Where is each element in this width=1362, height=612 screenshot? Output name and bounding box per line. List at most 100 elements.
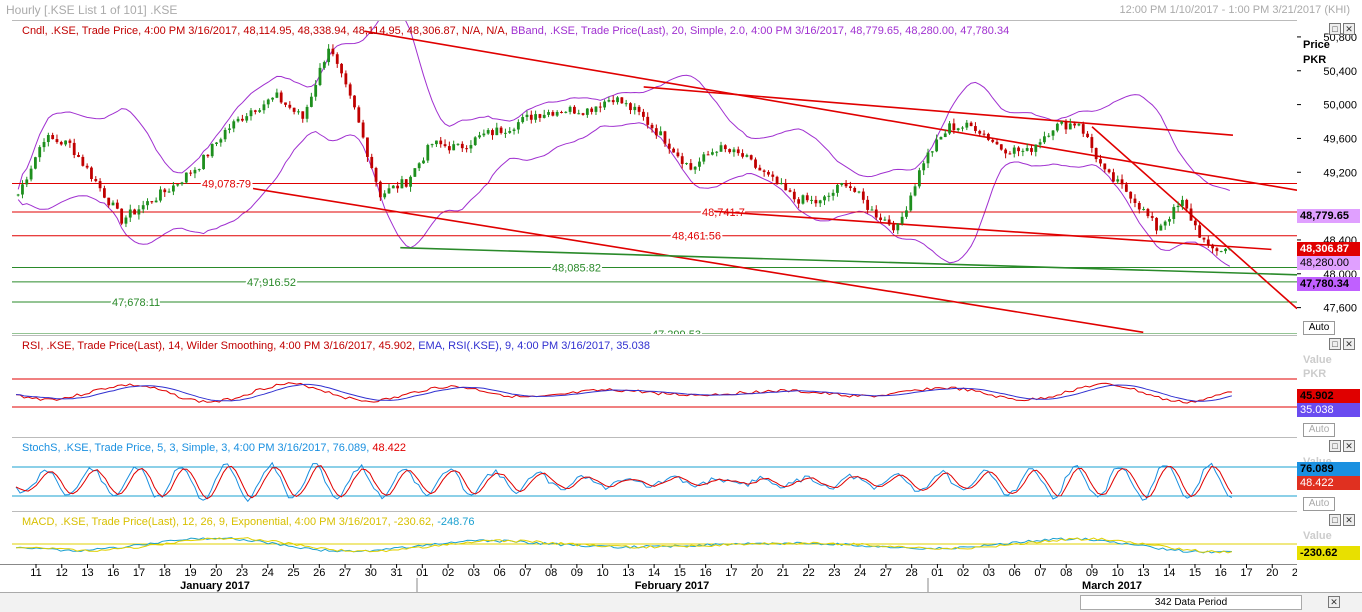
macd-close-button[interactable]: ✕ (1343, 514, 1355, 526)
candle-body (788, 190, 792, 192)
candle (340, 63, 343, 78)
candle-body (1034, 144, 1038, 152)
candle (370, 153, 374, 170)
candle (848, 181, 852, 191)
candle (1112, 168, 1115, 183)
candle-body (309, 96, 313, 107)
candle-body (1077, 124, 1081, 126)
trend-line-4 (1091, 126, 1297, 310)
rsi-close-button[interactable]: ✕ (1343, 338, 1355, 350)
bband-lower-tag: 47,780.34 (1297, 277, 1360, 291)
stoch-k-line (15, 461, 1233, 503)
month-label: February 2017 (635, 580, 710, 592)
candle-body (1163, 221, 1167, 226)
candle (193, 167, 197, 179)
candle (961, 126, 964, 132)
candle (754, 157, 757, 170)
price-auto-button[interactable]: Auto (1303, 321, 1335, 335)
candle (607, 96, 611, 103)
candle-body (102, 188, 106, 198)
time-axis[interactable]: 11 12 13 16 17 18 19 20 23 24 25 26 27 30 31 01 02 03 06 07… (0, 564, 1297, 592)
stoch-panel[interactable]: StochS, .KSE, Trade Price, 5, 3, Simple,… (12, 437, 1297, 510)
price-plot[interactable]: 49,078.79 48,741.7 48,461.56 48,085.82 47,91… (12, 21, 1297, 334)
candle (581, 112, 585, 116)
stoch-close-button[interactable]: ✕ (1343, 440, 1355, 452)
price-panel[interactable]: 49,078.79 48,741.7 48,461.56 48,085.82 47,91… (12, 20, 1297, 334)
candle-body (435, 140, 438, 145)
rsi-ema-line (15, 383, 1233, 402)
candle (1012, 145, 1016, 158)
candle-body (607, 100, 611, 102)
rsi-minimize-button[interactable]: □ (1329, 338, 1341, 350)
candle-body (1146, 209, 1150, 217)
candle (1107, 168, 1111, 174)
candle-body (189, 172, 193, 174)
candle (1202, 237, 1206, 243)
candle-body (374, 168, 378, 182)
candle-body (905, 210, 908, 217)
macd-panel[interactable]: MACD, .KSE, Trade Price(Last), 12, 26, 9… (12, 511, 1297, 565)
candle (1189, 203, 1193, 221)
candle-body (275, 92, 279, 98)
candle-body (952, 123, 956, 131)
day-tick-label: 25 (287, 567, 299, 579)
candle (779, 178, 783, 185)
macd-signal-line (16, 537, 1233, 554)
candle (840, 182, 844, 187)
candle (646, 112, 650, 129)
day-tick-label: 09 (571, 567, 583, 579)
rsi-panel[interactable]: RSI, .KSE, Trade Price(Last), 14, Wilder… (12, 335, 1297, 436)
data-period-indicator[interactable]: 342 Data Period (1080, 595, 1302, 610)
candle (1051, 130, 1055, 141)
day-tick-label: 27 (339, 567, 351, 579)
date-range: 12:00 PM 1/10/2017 - 1:00 PM 3/21/2017 (… (1119, 4, 1350, 16)
macd-minimize-button[interactable]: □ (1329, 514, 1341, 526)
candle (322, 60, 326, 70)
candle (659, 126, 663, 136)
trend-line-5 (400, 246, 1297, 276)
candle (909, 192, 913, 212)
candle-body (266, 99, 270, 105)
close-panel-button[interactable]: ✕ (1343, 23, 1355, 35)
rsi-auto-button[interactable]: Auto (1303, 423, 1335, 437)
candle (952, 118, 956, 134)
candle (486, 128, 490, 135)
rsi-plot[interactable] (12, 336, 1297, 436)
stoch-plot[interactable] (12, 438, 1297, 510)
trend-line-0 (364, 30, 1297, 191)
candle-body (974, 126, 977, 131)
candle (1133, 194, 1137, 208)
candle (1159, 223, 1163, 231)
candle (383, 190, 387, 200)
candle (1163, 220, 1167, 230)
candle-body (1137, 202, 1141, 210)
stoch-auto-button[interactable]: Auto (1303, 497, 1335, 511)
candle (478, 131, 481, 139)
candle (154, 197, 158, 203)
status-close-button[interactable]: ✕ (1328, 596, 1340, 608)
candle-body (762, 170, 766, 172)
candle (422, 157, 425, 164)
candle-body (46, 135, 50, 143)
candle-body (818, 200, 822, 204)
macd-plot[interactable] (12, 512, 1297, 565)
candle (163, 187, 167, 197)
candle-body (297, 111, 300, 113)
candle (978, 129, 982, 137)
candle-body (314, 85, 318, 97)
candle-body (504, 132, 507, 134)
price-tick-label: 50,000 (1323, 100, 1357, 112)
stoch-minimize-button[interactable]: □ (1329, 440, 1341, 452)
candle-body (710, 152, 714, 155)
candle-body (1068, 123, 1072, 130)
candle (1168, 216, 1171, 226)
candle-body (240, 118, 244, 121)
candle-body (258, 110, 262, 112)
candle-body (629, 103, 632, 111)
candle-body (236, 118, 240, 122)
rsi-ema-tag: 35.038 (1297, 403, 1360, 417)
macd-legend: MACD, .KSE, Trade Price(Last), 12, 26, 9… (22, 516, 475, 528)
minimize-button[interactable]: □ (1329, 23, 1341, 35)
candle (184, 172, 188, 184)
